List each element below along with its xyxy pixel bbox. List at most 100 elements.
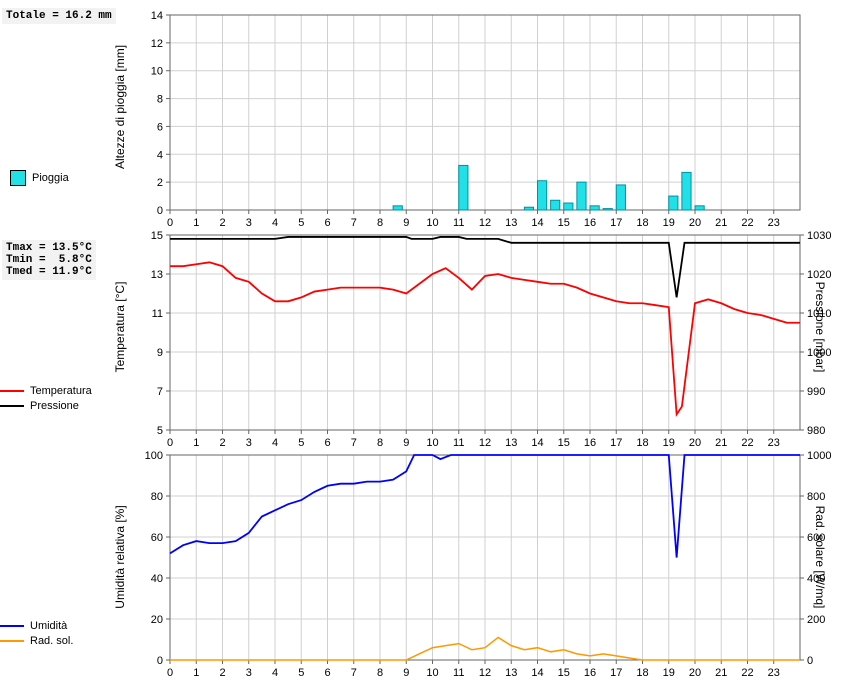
- svg-text:0: 0: [157, 205, 163, 217]
- svg-text:23: 23: [768, 667, 780, 679]
- svg-text:20: 20: [151, 614, 163, 626]
- svg-text:10: 10: [151, 66, 163, 78]
- svg-text:3: 3: [246, 437, 252, 449]
- svg-text:8: 8: [377, 437, 383, 449]
- svg-text:9: 9: [403, 667, 409, 679]
- svg-text:20: 20: [689, 437, 701, 449]
- svg-text:17: 17: [610, 667, 622, 679]
- svg-text:9: 9: [403, 437, 409, 449]
- svg-text:4: 4: [272, 667, 278, 679]
- svg-text:9: 9: [403, 217, 409, 229]
- svg-text:2: 2: [219, 437, 225, 449]
- rain-bar: [551, 200, 560, 210]
- svg-text:0: 0: [167, 217, 173, 229]
- svg-text:5: 5: [298, 217, 304, 229]
- svg-text:22: 22: [741, 217, 753, 229]
- svg-text:0: 0: [167, 437, 173, 449]
- svg-text:11: 11: [453, 217, 464, 229]
- rain-bar: [695, 206, 704, 210]
- svg-text:6: 6: [324, 667, 330, 679]
- svg-text:13: 13: [505, 437, 517, 449]
- svg-text:15: 15: [558, 437, 570, 449]
- svg-text:12: 12: [479, 437, 491, 449]
- rain-bar: [538, 181, 547, 210]
- svg-text:15: 15: [151, 230, 163, 242]
- legend-rad-sol: Rad. sol.: [0, 635, 73, 647]
- rain-bar: [459, 165, 468, 210]
- rain-bar: [603, 209, 612, 210]
- legend-temperatura: Temperatura: [0, 385, 92, 397]
- svg-text:18: 18: [636, 667, 648, 679]
- svg-text:19: 19: [663, 217, 675, 229]
- svg-text:19: 19: [663, 437, 675, 449]
- svg-text:18: 18: [636, 217, 648, 229]
- svg-text:80: 80: [151, 491, 163, 503]
- svg-text:4: 4: [157, 149, 163, 161]
- svg-text:22: 22: [741, 667, 753, 679]
- svg-text:13: 13: [505, 217, 517, 229]
- svg-text:7: 7: [351, 667, 357, 679]
- temp-stats: Tmax = 13.5°C Tmin = 5.8°C Tmed = 11.9°C: [2, 240, 96, 280]
- svg-text:21: 21: [715, 437, 727, 449]
- svg-text:12: 12: [479, 217, 491, 229]
- svg-text:8: 8: [377, 217, 383, 229]
- svg-text:16: 16: [584, 217, 596, 229]
- svg-text:2: 2: [219, 217, 225, 229]
- svg-text:21: 21: [715, 217, 727, 229]
- svg-text:7: 7: [351, 217, 357, 229]
- rain-bar: [590, 206, 599, 210]
- svg-text:7: 7: [157, 386, 163, 398]
- rain-bar: [577, 182, 586, 210]
- svg-text:0: 0: [167, 667, 173, 679]
- chart-container: 0246810121401234567891011121314151617181…: [0, 0, 860, 690]
- svg-text:10: 10: [426, 667, 438, 679]
- svg-text:23: 23: [768, 217, 780, 229]
- svg-text:14: 14: [531, 667, 543, 679]
- svg-text:22: 22: [741, 437, 753, 449]
- svg-text:60: 60: [151, 532, 163, 544]
- svg-text:12: 12: [479, 667, 491, 679]
- ylabel-rad: Rad. solare [W/mq]: [813, 457, 827, 657]
- svg-text:17: 17: [610, 217, 622, 229]
- svg-text:0: 0: [157, 655, 163, 667]
- svg-text:14: 14: [531, 437, 543, 449]
- svg-text:6: 6: [324, 217, 330, 229]
- svg-text:3: 3: [246, 217, 252, 229]
- svg-text:5: 5: [157, 425, 163, 437]
- svg-text:12: 12: [151, 38, 163, 50]
- svg-text:10: 10: [426, 217, 438, 229]
- rain-bar: [616, 185, 625, 210]
- svg-text:11: 11: [453, 437, 464, 449]
- svg-text:14: 14: [531, 217, 543, 229]
- svg-text:100: 100: [145, 450, 163, 462]
- svg-text:13: 13: [151, 269, 163, 281]
- total-rain-label: Totale = 16.2 mm: [2, 8, 116, 24]
- legend-rain: Pioggia: [10, 170, 69, 186]
- legend-pressione: Pressione: [0, 400, 79, 412]
- rain-bar: [564, 203, 573, 210]
- svg-text:10: 10: [426, 437, 438, 449]
- ylabel-humid: Umidità relativa [%]: [113, 457, 127, 657]
- svg-text:17: 17: [610, 437, 622, 449]
- svg-text:6: 6: [157, 121, 163, 133]
- svg-text:23: 23: [768, 437, 780, 449]
- rain-bar: [524, 207, 533, 210]
- svg-text:9: 9: [157, 347, 163, 359]
- ylabel-press: Pressione [mbar]: [813, 227, 827, 427]
- legend-umidita: Umidità: [0, 620, 67, 632]
- rain-bar: [669, 196, 678, 210]
- rain-bar: [393, 206, 402, 210]
- svg-text:1: 1: [193, 217, 199, 229]
- svg-text:11: 11: [152, 308, 163, 320]
- svg-text:5: 5: [298, 437, 304, 449]
- svg-text:20: 20: [689, 217, 701, 229]
- svg-text:20: 20: [689, 667, 701, 679]
- svg-text:4: 4: [272, 217, 278, 229]
- svg-text:7: 7: [351, 437, 357, 449]
- svg-text:11: 11: [453, 667, 464, 679]
- svg-text:40: 40: [151, 573, 163, 585]
- svg-text:18: 18: [636, 437, 648, 449]
- svg-text:6: 6: [324, 437, 330, 449]
- svg-text:8: 8: [377, 667, 383, 679]
- svg-text:19: 19: [663, 667, 675, 679]
